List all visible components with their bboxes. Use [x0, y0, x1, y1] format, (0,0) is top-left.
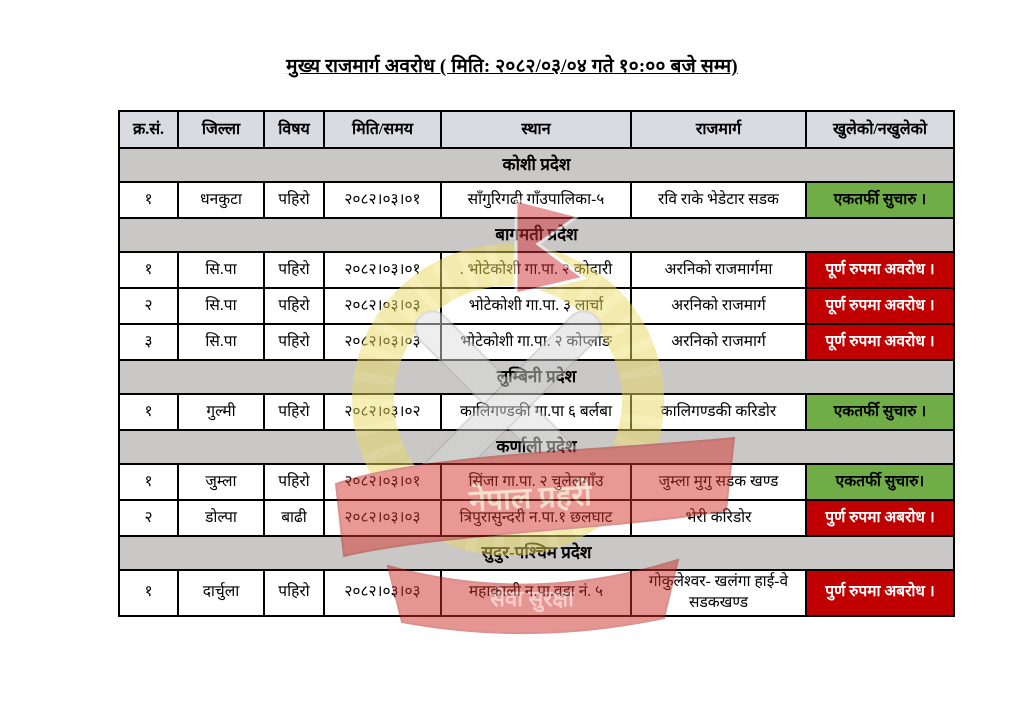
district-cell: गुल्मी — [177, 393, 265, 431]
province-section-row: सुदुर-पश्चिम प्रदेश — [118, 535, 955, 571]
location-cell: महाकाली न.पा.वडा नं. ५ — [440, 569, 632, 617]
district-cell: डोल्पा — [177, 499, 265, 537]
subject-cell: पहिरो — [263, 287, 325, 325]
col-header-location: स्थान — [440, 110, 632, 149]
location-cell: त्रिपुरासुन्दरी न.पा.१ छलघाट — [440, 499, 632, 537]
subject-cell: बाढी — [263, 499, 325, 537]
serial-cell: १ — [118, 463, 179, 501]
col-header-date-time: मिति/समय — [323, 110, 442, 149]
status-cell: एकतर्फी सुचारु । — [805, 181, 955, 219]
serial-cell: ३ — [118, 323, 179, 361]
status-cell: पुर्ण रुपमा अबरोध । — [805, 569, 955, 617]
status-cell: पूर्ण रुपमा अवरोध । — [805, 287, 955, 325]
table-row: २ डोल्पा बाढी २०८२।०३।०३ त्रिपुरासुन्दरी न.प… — [118, 499, 955, 537]
table-row: १ दार्चुला पहिरो २०८२।०३।०३ महाकाली न.पा.वडा… — [118, 569, 955, 617]
serial-cell: १ — [118, 251, 179, 289]
subject-cell: पहिरो — [263, 393, 325, 431]
highway-cell: कालिगण्डकी करिडोर — [630, 393, 807, 431]
district-cell: सि.पा — [177, 323, 265, 361]
province-section-row: कोशी प्रदेश — [118, 147, 955, 183]
table-row: ३ सि.पा पहिरो २०८२।०३।०३ भोटेकोशी गा.पा. २ क… — [118, 323, 955, 361]
serial-cell: १ — [118, 181, 179, 219]
status-cell: पूर्ण रुपमा अवरोध । — [805, 323, 955, 361]
highway-cell: जुम्ला मुगु सडक खण्ड — [630, 463, 807, 501]
date-cell: २०८२।०३।०३ — [323, 569, 442, 617]
page-title: मुख्य राजमार्ग अवरोध ( मिति: २०८२/०३/०४ … — [286, 56, 738, 77]
province-name: सुदुर-पश्चिम प्रदेश — [118, 535, 955, 571]
serial-cell: २ — [118, 287, 179, 325]
table-row: १ जुम्ला पहिरो २०८२।०३।०१ सिंजा गा.पा. २ चुल… — [118, 463, 955, 501]
province-section-row: बागमती प्रदेश — [118, 217, 955, 253]
district-cell: दार्चुला — [177, 569, 265, 617]
province-section-row: लुम्बिनी प्रदेश — [118, 359, 955, 395]
district-cell: धनकुटा — [177, 181, 265, 219]
subject-cell: पहिरो — [263, 569, 325, 617]
highway-cell: भेरी करिडोर — [630, 499, 807, 537]
location-cell: साँगुरिगढी गाँउपालिका-५ — [440, 181, 632, 219]
col-header-subject: विषय — [263, 110, 325, 149]
table-row: १ धनकुटा पहिरो २०८२।०३।०१ साँगुरिगढी गाँउपाल… — [118, 181, 955, 219]
location-cell: भोटेकोशी गा.पा. २ कोप्लाङ — [440, 323, 632, 361]
province-name: बागमती प्रदेश — [118, 217, 955, 253]
col-header-district: जिल्ला — [177, 110, 265, 149]
province-name: कर्णाली प्रदेश — [118, 429, 955, 465]
col-header-serial: क्र.सं. — [118, 110, 179, 149]
date-cell: २०८२।०३।०१ — [323, 463, 442, 501]
status-cell: पूर्ण रुपमा अवरोध । — [805, 251, 955, 289]
table-header-row: क्र.सं. जिल्ला विषय मिति/समय स्थान राजमा… — [118, 110, 955, 149]
location-cell: भोटेकोशी गा.पा. ३ लार्चा — [440, 287, 632, 325]
district-cell: सि.पा — [177, 251, 265, 289]
district-cell: जुम्ला — [177, 463, 265, 501]
location-cell: कालिगण्डकी गा.पा ६ बर्लबा — [440, 393, 632, 431]
highway-cell: अरनिको राजमार्गमा — [630, 251, 807, 289]
subject-cell: पहिरो — [263, 251, 325, 289]
province-name: लुम्बिनी प्रदेश — [118, 359, 955, 395]
date-cell: २०८२।०३।०२ — [323, 393, 442, 431]
table-row: १ गुल्मी पहिरो २०८२।०३।०२ कालिगण्डकी गा.पा ६… — [118, 393, 955, 431]
col-header-status: खुलेको/नखुलेको — [805, 110, 955, 149]
col-header-highway: राजमार्ग — [630, 110, 807, 149]
table-row: २ सि.पा पहिरो २०८२।०३।०३ भोटेकोशी गा.पा. ३ ल… — [118, 287, 955, 325]
highway-cell: अरनिको राजमार्ग — [630, 287, 807, 325]
status-cell: पुर्ण रुपमा अबरोध । — [805, 499, 955, 537]
location-cell: . भोटेकोशी गा.पा. २ कोदारी — [440, 251, 632, 289]
highway-cell: रवि राके भेडेटार सडक — [630, 181, 807, 219]
table-row: १ सि.पा पहिरो २०८२।०३।०१. भोटेकोशी गा.पा. २… — [118, 251, 955, 289]
serial-cell: २ — [118, 499, 179, 537]
date-cell: २०८२।०३।०३ — [323, 323, 442, 361]
subject-cell: पहिरो — [263, 181, 325, 219]
district-cell: सि.पा — [177, 287, 265, 325]
subject-cell: पहिरो — [263, 323, 325, 361]
date-cell: २०८२।०३।०१ — [323, 251, 442, 289]
serial-cell: १ — [118, 393, 179, 431]
highway-cell: अरनिको राजमार्ग — [630, 323, 807, 361]
date-cell: २०८२।०३।०१ — [323, 181, 442, 219]
highway-obstruction-table: क्र.सं. जिल्ला विषय मिति/समय स्थान राजमा… — [118, 110, 955, 617]
status-cell: एकतर्फी सुचारु। — [805, 463, 955, 501]
date-cell: २०८२।०३।०३ — [323, 499, 442, 537]
serial-cell: १ — [118, 569, 179, 617]
highway-cell: गोकुलेश्वर- खलंगा हाई-वे सडकखण्ड — [630, 569, 807, 617]
subject-cell: पहिरो — [263, 463, 325, 501]
province-section-row: कर्णाली प्रदेश — [118, 429, 955, 465]
location-cell: सिंजा गा.पा. २ चुलेलगाँउ — [440, 463, 632, 501]
date-cell: २०८२।०३।०३ — [323, 287, 442, 325]
status-cell: एकतर्फी सुचारु । — [805, 393, 955, 431]
province-name: कोशी प्रदेश — [118, 147, 955, 183]
